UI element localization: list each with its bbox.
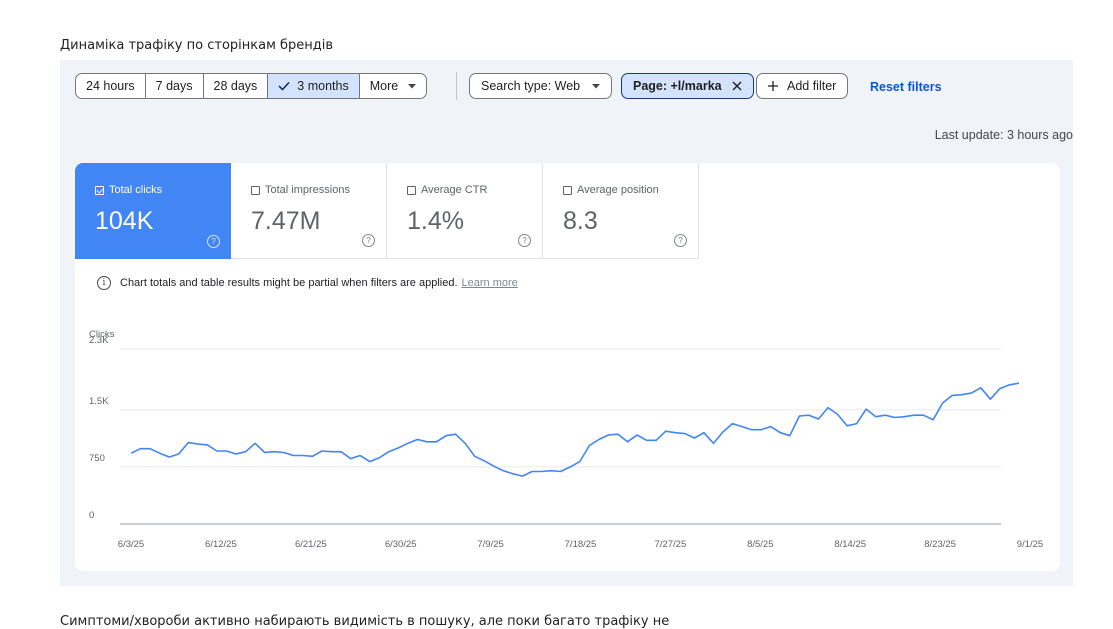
y-tick-label: 0 [89, 510, 94, 521]
plus-icon [768, 81, 778, 91]
range-3-months-label: 3 months [297, 79, 349, 93]
range-24-hours[interactable]: 24 hours [76, 74, 146, 98]
info-icon: i [97, 276, 111, 290]
help-icon[interactable]: ? [674, 234, 687, 247]
metric-label-wrapper: Total clicks [95, 184, 162, 196]
checkbox-icon [251, 185, 260, 195]
x-tick-label: 7/9/25 [477, 539, 503, 550]
date-range-selector: 24 hours 7 days 28 days 3 months More [75, 73, 428, 99]
series-line-clicks [130, 382, 1020, 477]
x-tick-label: 6/3/25 [118, 539, 144, 550]
x-tick-label: 7/18/25 [565, 539, 597, 550]
checkbox-icon [407, 185, 416, 195]
metric-label-wrapper: Average position [563, 184, 659, 196]
y-axis-label: Clicks [89, 329, 115, 340]
range-28-days[interactable]: 28 days [204, 74, 269, 98]
chevron-down-icon [408, 83, 417, 88]
more-label: More [369, 79, 399, 93]
metric-label-wrapper: Average CTR [407, 184, 487, 196]
more-ranges-button[interactable]: More [360, 74, 426, 98]
checkbox-checked-icon [95, 185, 104, 195]
add-filter-button[interactable]: Add filter [756, 73, 849, 99]
body-text: Симптоми/хвороби активно набирають видим… [60, 614, 670, 629]
clicks-line-chart: Clicks 0 750 1.5K 2.3K 6/3/25 6/12/25 6/21/25 6/… [89, 329, 1043, 550]
performance-card: Total clicks 104K ? Total impressions 7.… [75, 163, 1060, 571]
page-filter-chip[interactable]: Page: +l/marka [621, 73, 754, 99]
metric-total-impressions[interactable]: Total impressions 7.47M ? [231, 163, 387, 259]
x-tick-label: 6/21/25 [295, 539, 327, 550]
metric-label-wrapper: Total impressions [251, 184, 350, 196]
x-tick-label: 8/5/25 [747, 539, 773, 550]
checkbox-icon [563, 185, 572, 195]
metric-total-clicks[interactable]: Total clicks 104K ? [75, 163, 231, 259]
x-tick-label: 6/30/25 [385, 539, 417, 550]
y-tick-label: 1.5K [89, 396, 109, 407]
close-icon[interactable] [732, 81, 742, 91]
toolbar-divider [456, 72, 457, 100]
x-tick-label: 9/1/25 [1017, 539, 1043, 550]
page-filter-label: Page: +l/marka [633, 79, 722, 93]
metric-label: Total impressions [265, 184, 350, 196]
metric-label: Average position [577, 184, 659, 196]
chevron-down-icon [592, 83, 601, 88]
metric-value: 1.4% [407, 207, 464, 235]
add-filter-label: Add filter [787, 79, 837, 93]
learn-more-link[interactable]: Learn more [461, 277, 518, 289]
metric-value: 104K [95, 207, 154, 235]
x-tick-label: 7/27/25 [655, 539, 687, 550]
partial-results-notice: i Chart totals and table results might b… [97, 276, 518, 290]
metric-average-ctr[interactable]: Average CTR 1.4% ? [387, 163, 543, 259]
check-icon [278, 81, 290, 91]
y-tick-label: 2.3K [89, 335, 109, 346]
x-tick-label: 6/12/25 [205, 539, 237, 550]
range-7-days[interactable]: 7 days [146, 74, 204, 98]
search-type-label: Search type: Web [481, 79, 581, 93]
x-tick-label: 8/23/25 [924, 539, 956, 550]
metric-value: 7.47M [251, 207, 321, 235]
search-type-filter[interactable]: Search type: Web [469, 73, 613, 99]
metric-average-position[interactable]: Average position 8.3 ? [543, 163, 699, 259]
help-icon[interactable]: ? [207, 235, 220, 248]
section-heading: Динаміка трафіку по сторінкам брендів [60, 38, 334, 53]
help-icon[interactable]: ? [518, 234, 531, 247]
notice-text: Chart totals and table results might be … [120, 277, 458, 289]
y-tick-label: 750 [89, 453, 105, 464]
range-3-months[interactable]: 3 months [268, 74, 360, 98]
last-update-text: Last update: 3 hours ago [934, 128, 1073, 142]
metric-value: 8.3 [563, 207, 598, 235]
metric-label: Total clicks [109, 184, 163, 196]
x-tick-label: 8/14/25 [834, 539, 866, 550]
search-console-panel: 24 hours 7 days 28 days 3 months More Se… [60, 60, 1073, 586]
metric-label: Average CTR [421, 184, 488, 196]
help-icon[interactable]: ? [362, 234, 375, 247]
reset-filters-link[interactable]: Reset filters [870, 80, 942, 94]
